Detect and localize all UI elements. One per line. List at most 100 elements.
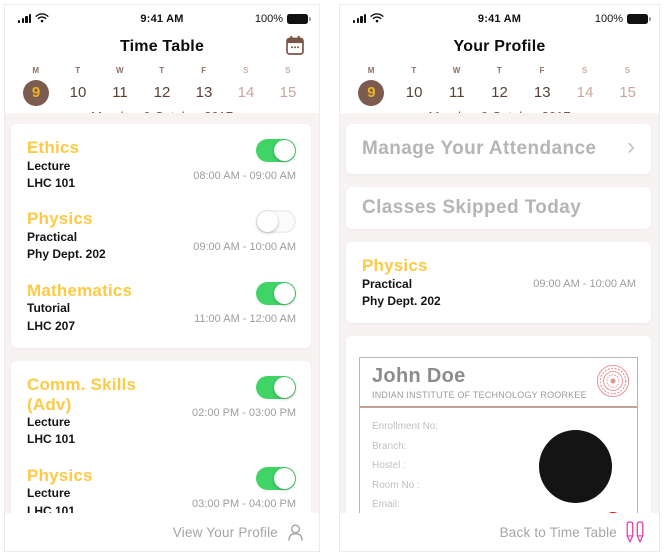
- institute-seal-logo: [596, 365, 630, 398]
- class-row: Physics Practical Phy Dept. 202 09:00 AM - …: [11, 200, 311, 271]
- status-bar: 9:41 AM 100%: [340, 10, 659, 30]
- week-day-column: S 14: [564, 66, 607, 106]
- week-date[interactable]: 14: [237, 84, 255, 101]
- institute-name: INDIAN INSTITUTE OF TECHNOLOGY ROORKEE: [372, 390, 587, 401]
- week-date[interactable]: 9: [358, 80, 385, 106]
- profile-photo-avatar[interactable]: [539, 430, 612, 504]
- toggle-knob: [274, 376, 295, 398]
- battery-percent: 100%: [594, 13, 623, 25]
- class-toggle[interactable]: [256, 466, 296, 490]
- week-day-column: S 15: [606, 66, 649, 106]
- class-room: LHC 101: [27, 432, 76, 447]
- week-date[interactable]: 15: [619, 84, 637, 101]
- week-date[interactable]: 14: [576, 84, 594, 101]
- back-to-timetable-button[interactable]: Back to Time Table: [340, 513, 659, 551]
- class-info: Physics Lecture LHC 101: [27, 466, 168, 513]
- class-name: Comm. Skills (Adv): [27, 374, 137, 414]
- view-profile-label: View Your Profile: [172, 524, 278, 540]
- week-date[interactable]: 13: [533, 84, 551, 101]
- week-strip: M 9 T 10 W 11 T 12 F 13 S 14 S 15: [340, 66, 659, 106]
- class-room: Phy Dept. 202: [27, 247, 106, 262]
- class-toggle[interactable]: [256, 375, 296, 399]
- toggle-knob: [274, 282, 295, 304]
- id-field-label: Enrollment No:: [372, 421, 439, 433]
- week-day-letter: T: [159, 66, 165, 75]
- week-day-column: T 12: [141, 66, 183, 106]
- class-name: Mathematics: [27, 280, 133, 300]
- manage-attendance-label: Manage Your Attendance: [362, 138, 597, 159]
- week-day-letter: F: [539, 66, 545, 75]
- back-to-timetable-label: Back to Time Table: [499, 524, 617, 540]
- class-row: Comm. Skills (Adv) Lecture LHC 101 02:00 PM…: [11, 366, 311, 457]
- classes-skipped-label: Classes Skipped Today: [362, 197, 582, 218]
- class-room: LHC 101: [27, 503, 76, 513]
- week-day-column: W 11: [99, 66, 141, 106]
- wifi-icon: [370, 13, 384, 23]
- class-row: Physics Lecture LHC 101 03:00 PM - 04:00 PM: [11, 457, 311, 513]
- week-day-letter: M: [367, 66, 375, 75]
- week-day-letter: F: [201, 66, 207, 75]
- calendar-icon[interactable]: [284, 35, 306, 57]
- week-day-column: F 13: [183, 66, 225, 106]
- week-day-letter: M: [32, 66, 40, 75]
- class-time: 11:00 AM - 12:00 AM: [194, 312, 296, 325]
- class-row-right: 03:00 PM - 04:00 PM: [168, 466, 296, 513]
- week-date[interactable]: 15: [279, 84, 297, 101]
- class-type: Practical: [362, 276, 413, 291]
- view-profile-button[interactable]: View Your Profile: [5, 513, 319, 551]
- week-date[interactable]: 10: [405, 84, 423, 101]
- toggle-knob: [274, 140, 295, 161]
- profile-screen: 9:41 AM 100% Your Profile M 9 T 10 W 11 T 12 F 13…: [339, 4, 660, 552]
- class-name: Ethics: [27, 138, 80, 157]
- week-date[interactable]: 10: [69, 84, 87, 101]
- week-day-letter: W: [115, 66, 125, 75]
- person-icon: [288, 523, 303, 541]
- class-type: Lecture: [27, 415, 71, 430]
- battery-icon: [287, 14, 311, 24]
- week-date[interactable]: 11: [449, 84, 465, 101]
- class-type: Lecture: [27, 486, 71, 501]
- week-strip: M 9 T 10 W 11 T 12 F 13 S 14 S 15: [5, 66, 319, 106]
- week-day-column: T 10: [57, 66, 99, 106]
- id-card-container: John Doe INDIAN INSTITUTE OF TECHNOLOGY …: [346, 336, 651, 513]
- week-day-column: T 10: [393, 66, 436, 106]
- week-date[interactable]: 9: [23, 80, 49, 106]
- skipped-class-card: Physics Practical Phy Dept. 202 09:00 AM - …: [346, 242, 651, 324]
- week-date[interactable]: 13: [195, 84, 213, 101]
- timetable-card: Ethics Lecture LHC 101 08:00 AM - 09:00 AM P…: [11, 124, 311, 348]
- id-card: John Doe INDIAN INSTITUTE OF TECHNOLOGY …: [359, 357, 638, 513]
- id-field-label: Hostel :: [372, 460, 406, 472]
- week-day-column: F 13: [521, 66, 564, 106]
- week-date[interactable]: 12: [153, 84, 171, 101]
- id-field-label: Email:: [372, 499, 400, 511]
- class-row: Physics Practical Phy Dept. 202 09:00 AM - …: [346, 247, 651, 318]
- profile-content: Manage Your Attendance › Classes Skipped…: [340, 113, 659, 513]
- class-row: Ethics Lecture LHC 101 08:00 AM - 09:00 AM: [11, 129, 311, 200]
- class-time: 08:00 AM - 09:00 AM: [193, 170, 296, 182]
- week-date[interactable]: 12: [491, 84, 508, 101]
- edit-photo-badge[interactable]: [602, 512, 624, 513]
- class-info: Physics Practical Phy Dept. 202: [27, 209, 168, 263]
- class-toggle[interactable]: [256, 210, 296, 234]
- week-date[interactable]: 11: [112, 84, 128, 101]
- class-row-right: 09:00 AM - 10:00 AM: [508, 256, 636, 310]
- signal-icon: [353, 13, 367, 23]
- class-row: Mathematics Tutorial LHC 207 11:00 AM - 12:…: [11, 272, 311, 343]
- week-day-letter: T: [411, 66, 417, 75]
- signal-icon: [18, 13, 32, 23]
- timetable-card: Comm. Skills (Adv) Lecture LHC 101 02:00 PM…: [11, 360, 311, 513]
- class-row-right: 09:00 AM - 10:00 AM: [168, 209, 296, 263]
- manage-attendance-button[interactable]: Manage Your Attendance ›: [346, 124, 651, 174]
- week-day-letter: S: [582, 66, 588, 75]
- class-info: Ethics Lecture LHC 101: [27, 138, 168, 192]
- class-toggle[interactable]: [256, 139, 296, 162]
- class-row-right: 08:00 AM - 09:00 AM: [168, 138, 296, 192]
- battery-percent: 100%: [254, 13, 283, 25]
- class-room: LHC 207: [27, 318, 76, 333]
- class-time: 02:00 PM - 03:00 PM: [192, 406, 296, 419]
- timetable-screen: 9:41 AM 100% Time Table M 9 T 10 W 11 T 12 F 13 S 1…: [4, 4, 320, 552]
- class-room: Phy Dept. 202: [362, 293, 441, 308]
- class-time: 03:00 PM - 04:00 PM: [192, 497, 296, 510]
- class-toggle[interactable]: [256, 281, 296, 305]
